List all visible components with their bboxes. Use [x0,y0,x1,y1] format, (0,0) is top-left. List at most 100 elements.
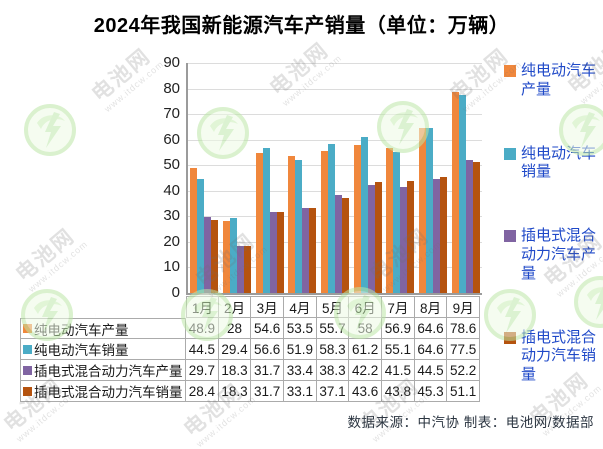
bar-group-2月 [221,63,254,293]
table-value-cell: 78.6 [447,318,480,339]
table-month-header: 7月 [382,296,415,318]
legend-swatch-icon [504,147,516,160]
table-value-cell: 28 [218,318,252,339]
bar [223,221,230,293]
legend: 纯电动汽车产量 纯电动汽车销量插电式混合动力汽车产量插电式混合动力汽车销量 [504,62,601,385]
table-value-cell: 61.2 [349,339,382,360]
table-value-cell: 56.6 [251,339,284,360]
table-month-header: 4月 [284,296,317,318]
table-value-cell: 44.5 [186,339,219,360]
y-axis-tick-label: 30 [163,207,180,225]
table-corner-blank [20,296,186,318]
bar [374,181,382,293]
watermark-url-text: www.itdcw.com [194,393,258,449]
bar [393,152,401,293]
table-value-cell: 44.5 [414,360,448,381]
legend-label: 纯电动汽车产量 [521,62,597,98]
table-row-label: 插电式混合动力汽车产量 [20,360,186,381]
bar [367,185,375,293]
source-note: 数据来源：中汽协 制表：电池网/数据部 [347,415,594,430]
bar [400,186,408,293]
bar [458,94,466,293]
table-value-cell: 33.1 [284,381,317,402]
bar [433,179,441,293]
table-value-cell: 58.3 [316,339,350,360]
table-value-cell: 41.5 [382,360,415,381]
bar-group-3月 [253,63,286,293]
table-row-label-text: 插电式混合动力汽车产量 [34,364,183,379]
bar [386,147,394,293]
legend-item: 纯电动汽车产量 [504,62,601,100]
bar [426,127,434,293]
watermark-brand-text: 电池网 [11,224,80,287]
table-row-label: 纯电动汽车销量 [20,339,186,360]
bar [255,153,263,293]
y-axis-tick-label: 80 [163,79,180,97]
table-value-cell: 55.1 [382,339,415,360]
table-value-cell: 45.3 [414,381,448,402]
table-month-header: 8月 [414,296,448,318]
series-key-icon [23,324,32,333]
table-row-label: 纯电动汽车产量 [20,318,186,339]
y-axis-tick-label: 60 [163,130,180,148]
table-value-cell: 43.8 [382,381,415,402]
legend-label: 插电式混合动力汽车产量 [521,227,597,282]
bar [204,217,212,293]
table-month-header: 1月 [186,296,219,318]
table-value-cell: 37.1 [316,381,350,402]
legend-label: 纯电动汽车销量 [521,144,597,181]
gridline [188,139,482,141]
bar-group-5月 [319,63,352,293]
table-value-cell: 18.3 [218,381,252,402]
bar [190,168,198,293]
gridline [188,88,482,90]
bar-groups [188,63,482,293]
bar [342,198,350,293]
bar [440,177,448,293]
bar-group-6月 [351,63,384,293]
gridline [188,114,482,116]
table-month-header: 5月 [316,296,350,318]
table-value-cell: 43.6 [349,381,382,402]
bar-group-8月 [417,63,450,293]
bar [197,179,205,293]
table-value-cell: 38.3 [316,360,350,381]
data-table: 1月 2月 3月 4月 5月 6月 7月 8月 9月 纯电动汽车产量 48.9 28 54.6 53.5 5… [20,296,480,402]
bar [451,92,459,293]
y-axis-tick-label: 20 [163,232,180,250]
table-value-cell: 42.2 [349,360,382,381]
bar [269,212,277,293]
chart-panel: 2024年我国新能源汽车产销量（单位：万辆） 90 80 70 60 50 40 30 20 1… [0,15,603,449]
y-axis-tick-label: 90 [163,54,180,71]
bar-group-7月 [384,63,417,293]
legend-item: 插电式混合动力汽车销量 [504,329,601,385]
legend-swatch-icon [504,65,516,77]
bar [230,217,237,293]
y-axis-tick-label: 10 [163,258,180,276]
y-axis-tick-label: 70 [163,105,180,123]
bar [276,212,284,293]
watermark-url-text: www.itdcw.com [26,238,90,295]
table-value-cell: 51.1 [447,381,480,402]
bar [472,162,480,293]
table-value-cell: 31.7 [251,381,284,402]
table-value-cell: 55.7 [316,318,350,339]
y-axis-tick-label: 40 [163,181,180,199]
table-value-cell: 33.4 [284,360,317,381]
y-axis-tick-label: 50 [163,156,180,174]
bar [237,246,244,293]
brand-text-watermark: 电池网 www.itdcw.com [11,222,90,295]
bar [288,156,296,293]
table-value-cell: 58 [349,318,382,339]
table-value-cell: 29.4 [218,339,252,360]
table-month-header: 9月 [447,296,480,318]
table-value-cell: 48.9 [186,318,219,339]
bar-group-4月 [286,63,319,293]
bar [353,144,361,293]
series-key-icon [23,344,32,354]
chart-title: 2024年我国新能源汽车产销量（单位：万辆） [93,15,510,37]
bar [309,208,317,293]
bar [407,181,415,293]
bar [419,127,427,293]
table-value-cell: 18.3 [218,360,252,381]
